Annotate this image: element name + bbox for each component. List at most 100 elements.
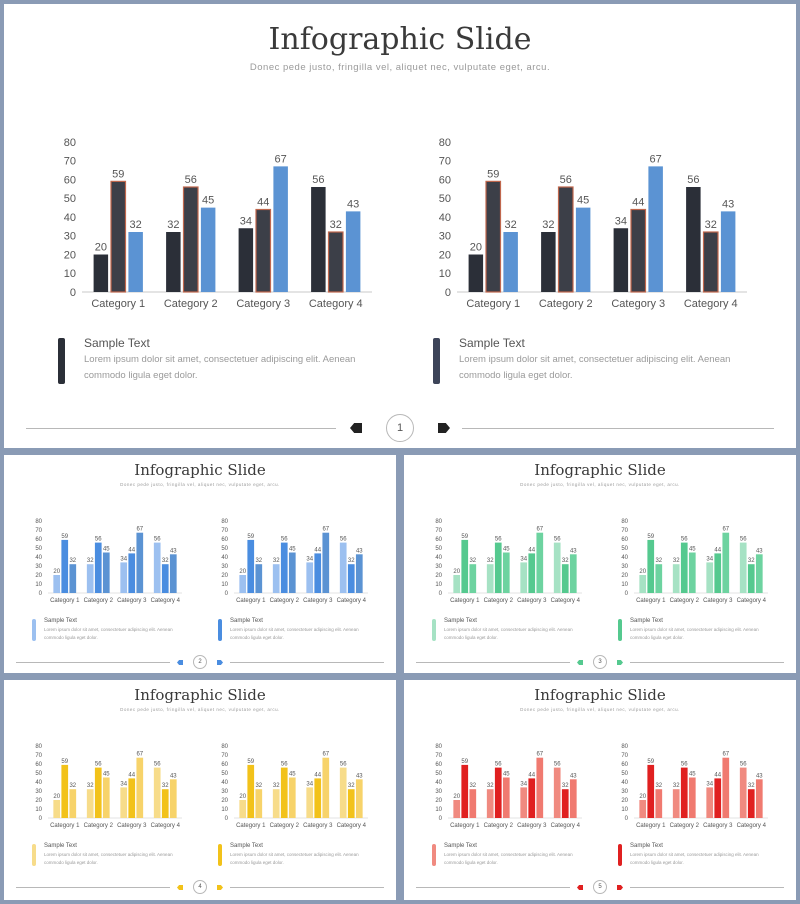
bar-2-4 xyxy=(161,789,169,818)
bar-2-4 xyxy=(347,564,355,593)
data-label: 45 xyxy=(577,195,589,207)
y-tick-label: 30 xyxy=(64,231,76,243)
page-number[interactable]: 5 xyxy=(593,880,607,894)
prev-arrow-icon[interactable] xyxy=(577,659,583,665)
nav-line-left xyxy=(26,428,336,429)
data-label: 43 xyxy=(756,773,763,779)
data-label: 44 xyxy=(714,772,721,778)
data-label: 56 xyxy=(740,762,747,768)
bar-1-3 xyxy=(706,562,714,593)
data-label: 56 xyxy=(185,174,197,186)
data-label: 45 xyxy=(689,772,696,778)
bar-3-4 xyxy=(169,554,177,593)
bar-3-1 xyxy=(128,232,143,292)
bar-2-2 xyxy=(280,767,288,818)
bar-3-3 xyxy=(273,166,288,292)
page-number[interactable]: 4 xyxy=(193,880,207,894)
y-tick-label: 60 xyxy=(435,537,442,543)
data-label: 67 xyxy=(275,153,287,165)
y-tick-label: 0 xyxy=(625,816,629,822)
legend-title: Sample Text xyxy=(44,618,77,624)
legend-color-bar xyxy=(218,619,222,641)
prev-arrow-icon[interactable] xyxy=(177,884,183,890)
bar-2-1 xyxy=(461,764,469,818)
bar-2-3 xyxy=(314,778,322,818)
y-tick-label: 80 xyxy=(621,744,628,750)
bar-3-3 xyxy=(136,532,144,593)
bar-1-4 xyxy=(153,767,161,818)
prev-arrow-icon[interactable] xyxy=(177,659,183,665)
bar-2-3 xyxy=(528,553,536,593)
next-arrow-icon[interactable] xyxy=(438,423,450,433)
data-label: 43 xyxy=(347,198,359,210)
bar-3-1 xyxy=(255,564,263,593)
bar-3-1 xyxy=(503,232,518,292)
y-tick-label: 60 xyxy=(64,174,76,186)
next-arrow-icon[interactable] xyxy=(617,659,623,665)
bar-2-3 xyxy=(128,778,136,818)
legend-title: Sample Text xyxy=(630,843,663,849)
bar-1-2 xyxy=(86,564,94,593)
y-tick-label: 10 xyxy=(439,268,451,280)
prev-arrow-icon[interactable] xyxy=(350,423,362,433)
bar-3-4 xyxy=(755,554,763,593)
next-arrow-icon[interactable] xyxy=(617,884,623,890)
bar-3-3 xyxy=(322,532,330,593)
legend-color-bar xyxy=(433,338,440,384)
data-label: 32 xyxy=(469,558,476,564)
y-tick-label: 50 xyxy=(35,546,42,552)
data-label: 32 xyxy=(348,558,355,564)
data-label: 67 xyxy=(536,527,543,533)
page-number[interactable]: 2 xyxy=(193,655,207,669)
data-label: 34 xyxy=(240,215,252,227)
bar-3-1 xyxy=(69,564,77,593)
y-tick-label: 40 xyxy=(621,780,628,786)
legend-color-bar xyxy=(432,844,436,866)
data-label: 32 xyxy=(562,558,569,564)
y-tick-label: 70 xyxy=(221,528,228,534)
data-label: 32 xyxy=(255,783,262,789)
data-label: 59 xyxy=(61,534,68,540)
next-arrow-icon[interactable] xyxy=(217,659,223,665)
bar-1-3 xyxy=(120,787,128,818)
bar-1-2 xyxy=(486,789,494,818)
category-label: Category 2 xyxy=(84,598,114,604)
slide-title: Infographic Slide xyxy=(134,686,266,704)
data-label: 34 xyxy=(120,556,127,562)
y-tick-label: 60 xyxy=(221,762,228,768)
data-label: 32 xyxy=(273,783,280,789)
data-label: 56 xyxy=(681,537,688,543)
bar-1-3 xyxy=(238,228,254,292)
data-label: 45 xyxy=(103,547,110,553)
data-label: 32 xyxy=(542,219,554,231)
prev-arrow-icon[interactable] xyxy=(577,884,583,890)
legend-body: Lorem ipsum dolor sit amet, consectetuer… xyxy=(230,627,359,640)
bar-1-4 xyxy=(739,542,747,593)
legend-body: Lorem ipsum dolor sit amet, consectetuer… xyxy=(444,627,573,640)
y-tick-label: 40 xyxy=(221,555,228,561)
data-label: 20 xyxy=(95,242,107,254)
category-label: Category 4 xyxy=(551,598,581,604)
page-number[interactable]: 3 xyxy=(593,655,607,669)
y-tick-label: 40 xyxy=(439,212,451,224)
next-arrow-icon[interactable] xyxy=(217,884,223,890)
data-label: 45 xyxy=(689,547,696,553)
bar-1-4 xyxy=(339,542,347,593)
data-label: 43 xyxy=(722,198,734,210)
bar-2-1 xyxy=(61,539,69,593)
y-tick-label: 0 xyxy=(39,591,43,597)
data-label: 43 xyxy=(570,773,577,779)
page-number[interactable]: 1 xyxy=(386,414,414,442)
legend-color-bar xyxy=(432,619,436,641)
category-label: Category 3 xyxy=(517,598,547,604)
category-label: Category 4 xyxy=(337,598,367,604)
bar-2-3 xyxy=(630,208,647,293)
category-label: Category 3 xyxy=(236,298,290,310)
y-tick-label: 30 xyxy=(35,564,42,570)
y-tick-label: 40 xyxy=(221,780,228,786)
data-label: 32 xyxy=(69,558,76,564)
data-label: 44 xyxy=(128,772,135,778)
